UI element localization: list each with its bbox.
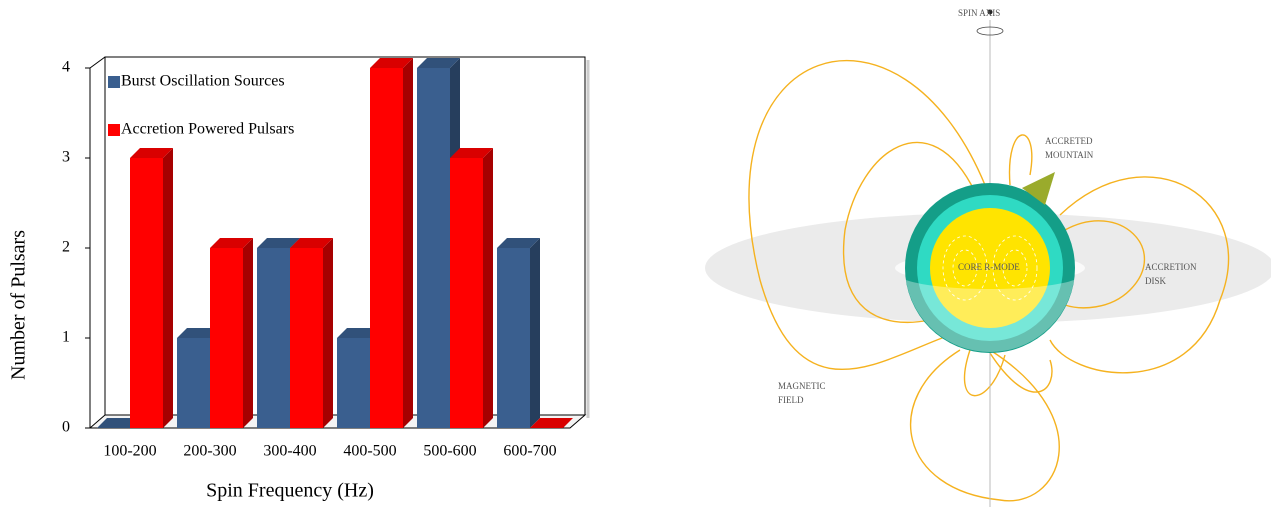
x-tick-label: 600-700 [503,443,556,460]
bar-top [177,328,220,338]
bar-top [370,58,413,68]
bar-side [403,58,413,428]
y-tick-label: 2 [62,239,70,256]
bar-side [163,148,173,428]
bar-top [290,238,333,248]
diagram-label: DISK [1145,276,1167,286]
bar-side [243,238,253,428]
x-tick-label: 200-300 [183,443,236,460]
bar [337,338,370,428]
bar [210,248,243,428]
bar-top [97,418,140,428]
pulsar-diagram: SPIN AXIS ACCRETED MOUNTAIN CORE R-MODE ACCR… [705,8,1271,507]
mountain [1022,172,1055,205]
legend-swatch [108,76,120,88]
bar-top [530,418,573,428]
y-axis-label: Number of Pulsars [8,230,30,380]
bar [417,68,450,428]
x-tick-label: 500-600 [423,443,476,460]
bar-top [337,328,380,338]
x-tick-label: 300-400 [263,443,316,460]
r-mode-flow [942,235,1038,301]
diagram-label: CORE R-MODE [958,262,1020,272]
diagram-label: SPIN AXIS [958,8,1000,18]
bar [450,158,483,428]
bar [177,338,210,428]
x-tick-label: 400-500 [343,443,396,460]
wall-edge [89,56,106,69]
spin-arrow [976,26,1004,36]
bar-top [130,148,173,158]
diagram-label: ACCRETION [1145,262,1197,272]
bar [257,248,290,428]
star-core [930,208,1050,328]
legend-label: Burst Oscillation Sources [121,73,285,90]
bar-top [210,238,253,248]
diagram-label: ACCRETED [1045,136,1093,146]
axis-dot [987,9,993,15]
legend-swatch [108,124,120,136]
y-tick-label: 3 [62,149,70,166]
x-axis-label: Spin Frequency (Hz) [206,480,374,502]
diagram-label: FIELD [778,395,804,405]
bar-chart: Spin Frequency (Hz) Number of Pulsars 0 1… [8,56,590,502]
y-tick-label: 0 [62,419,70,436]
diagram-label: MOUNTAIN [1045,150,1094,160]
bar-top [497,238,540,248]
bar-side [530,238,540,428]
field-lines [748,59,1230,502]
back-wall [104,56,586,415]
diagram-label: MAGNETIC [778,381,826,391]
bar [290,248,323,428]
bar-side [323,238,333,428]
bar-top [257,238,300,248]
y-tick-label: 1 [62,329,70,346]
bar [497,248,530,428]
x-tick-label: 100-200 [103,443,156,460]
legend-label: Accretion Powered Pulsars [121,121,294,138]
bar-side [483,148,493,428]
y-tick-label: 4 [62,59,70,76]
bar [130,158,163,428]
bar [370,68,403,428]
disk-front [906,280,1074,352]
bar-top [450,148,493,158]
bar-top [417,58,460,68]
